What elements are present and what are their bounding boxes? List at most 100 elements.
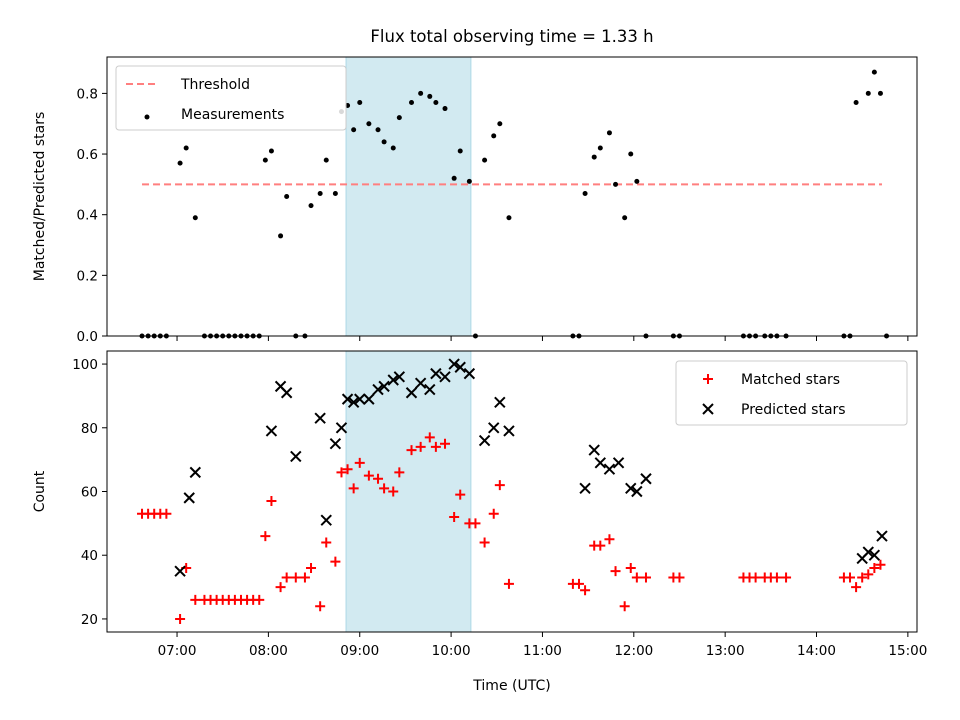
matched-star-marker bbox=[595, 540, 606, 551]
measurement-point bbox=[268, 148, 274, 154]
measurement-point bbox=[865, 90, 871, 96]
measurement-point bbox=[442, 106, 448, 112]
legend-measurement-swatch bbox=[144, 114, 150, 120]
matched-star-marker bbox=[851, 582, 862, 593]
matched-star-marker bbox=[610, 566, 621, 577]
matched-star-marker bbox=[580, 585, 591, 596]
y-tick-label: 40 bbox=[81, 548, 98, 564]
measurement-point bbox=[497, 121, 503, 127]
matched-star-marker bbox=[479, 537, 490, 548]
measurement-point bbox=[366, 121, 372, 127]
matched-star-marker bbox=[470, 518, 481, 529]
measurement-point bbox=[482, 157, 488, 163]
measurement-point bbox=[634, 178, 640, 184]
x-tick-label: 15:00 bbox=[888, 643, 927, 659]
x-tick-label: 14:00 bbox=[797, 643, 836, 659]
measurement-point bbox=[357, 99, 363, 105]
predicted-star-marker bbox=[341, 393, 354, 405]
matched-star-marker bbox=[631, 572, 642, 583]
legend-label: Predicted stars bbox=[741, 402, 846, 418]
legend-matched-swatch bbox=[703, 374, 713, 384]
measurement-point bbox=[192, 215, 198, 221]
matched-star-marker bbox=[299, 572, 310, 583]
predicted-star-marker bbox=[478, 434, 491, 447]
x-tick-label: 10:00 bbox=[432, 643, 471, 659]
predicted-star-marker bbox=[414, 377, 427, 389]
matched-star-marker bbox=[845, 572, 856, 583]
predicted-star-marker bbox=[393, 371, 406, 383]
measurement-point bbox=[317, 190, 323, 196]
matched-star-marker bbox=[254, 594, 265, 605]
predicted-star-marker bbox=[320, 514, 332, 526]
measurement-point bbox=[457, 148, 463, 154]
predicted-star-marker bbox=[494, 396, 506, 409]
y-tick-label: 20 bbox=[81, 612, 98, 628]
matched-star-marker bbox=[348, 483, 359, 494]
y-tick-label: 80 bbox=[81, 421, 98, 437]
measurement-point bbox=[183, 145, 189, 151]
predicted-star-marker bbox=[876, 530, 888, 542]
matched-star-marker bbox=[863, 569, 874, 580]
predicted-star-marker bbox=[347, 396, 360, 409]
legend-label: Measurements bbox=[181, 107, 284, 123]
matched-star-marker bbox=[674, 572, 685, 583]
predicted-star-marker bbox=[280, 387, 293, 399]
measurement-point bbox=[871, 69, 877, 75]
matched-star-marker bbox=[625, 562, 636, 573]
predicted-star-marker bbox=[372, 383, 384, 396]
matched-star-marker bbox=[281, 572, 292, 583]
predicted-star-marker bbox=[488, 422, 500, 434]
measurement-point bbox=[433, 99, 439, 105]
measurement-point bbox=[877, 90, 883, 96]
measurement-point bbox=[853, 99, 859, 105]
matched-star-marker bbox=[781, 572, 792, 583]
matched-star-marker bbox=[415, 441, 426, 452]
predicted-star-marker bbox=[290, 450, 302, 463]
matched-star-marker bbox=[175, 613, 186, 624]
x-tick-label: 07:00 bbox=[158, 643, 197, 659]
x-tick-label: 08:00 bbox=[249, 643, 288, 659]
y-tick-label: 0.4 bbox=[77, 208, 98, 224]
predicted-star-marker bbox=[503, 425, 515, 437]
matched-star-marker bbox=[640, 572, 651, 583]
markers-group bbox=[137, 358, 888, 624]
measurement-point bbox=[396, 115, 402, 121]
markers-group bbox=[139, 69, 890, 339]
predicted-star-marker bbox=[183, 492, 195, 504]
matched-star-marker bbox=[449, 511, 460, 522]
predicted-star-marker bbox=[862, 546, 874, 558]
matched-star-marker bbox=[875, 559, 886, 570]
measurement-point bbox=[390, 145, 396, 151]
predicted-star-marker bbox=[265, 425, 278, 437]
predicted-star-marker bbox=[174, 565, 186, 577]
measurement-point bbox=[491, 133, 497, 139]
legend-label: Matched stars bbox=[741, 372, 840, 388]
measurement-point bbox=[409, 99, 415, 105]
y-axis-label: Matched/Predicted stars bbox=[32, 112, 48, 282]
chart-title: Flux total observing time = 1.33 h bbox=[370, 27, 653, 46]
predicted-star-marker bbox=[631, 485, 643, 498]
matched-star-marker bbox=[750, 572, 761, 583]
matched-star-marker bbox=[379, 483, 390, 494]
measurement-point bbox=[451, 175, 457, 181]
matched-star-marker bbox=[321, 537, 332, 548]
matched-star-marker bbox=[388, 486, 399, 497]
matched-star-marker bbox=[373, 473, 384, 484]
predicted-star-marker bbox=[454, 361, 466, 373]
matched-star-marker bbox=[315, 601, 326, 612]
y-tick-label: 0.8 bbox=[77, 86, 98, 102]
observing-span-shading bbox=[345, 350, 472, 633]
measurement-point bbox=[597, 145, 603, 151]
y-tick-label: 0.0 bbox=[77, 329, 98, 345]
y-tick-label: 60 bbox=[81, 485, 98, 501]
predicted-star-marker bbox=[329, 438, 342, 450]
legend-box bbox=[115, 65, 347, 131]
measurement-point bbox=[262, 157, 268, 163]
observing-span-shading bbox=[345, 56, 472, 337]
measurement-point bbox=[284, 194, 290, 199]
predicted-star-marker bbox=[439, 371, 451, 383]
measurement-point bbox=[606, 130, 612, 136]
x-tick-label: 09:00 bbox=[340, 643, 379, 659]
measurement-point bbox=[308, 203, 314, 209]
matched-star-marker bbox=[455, 489, 466, 500]
